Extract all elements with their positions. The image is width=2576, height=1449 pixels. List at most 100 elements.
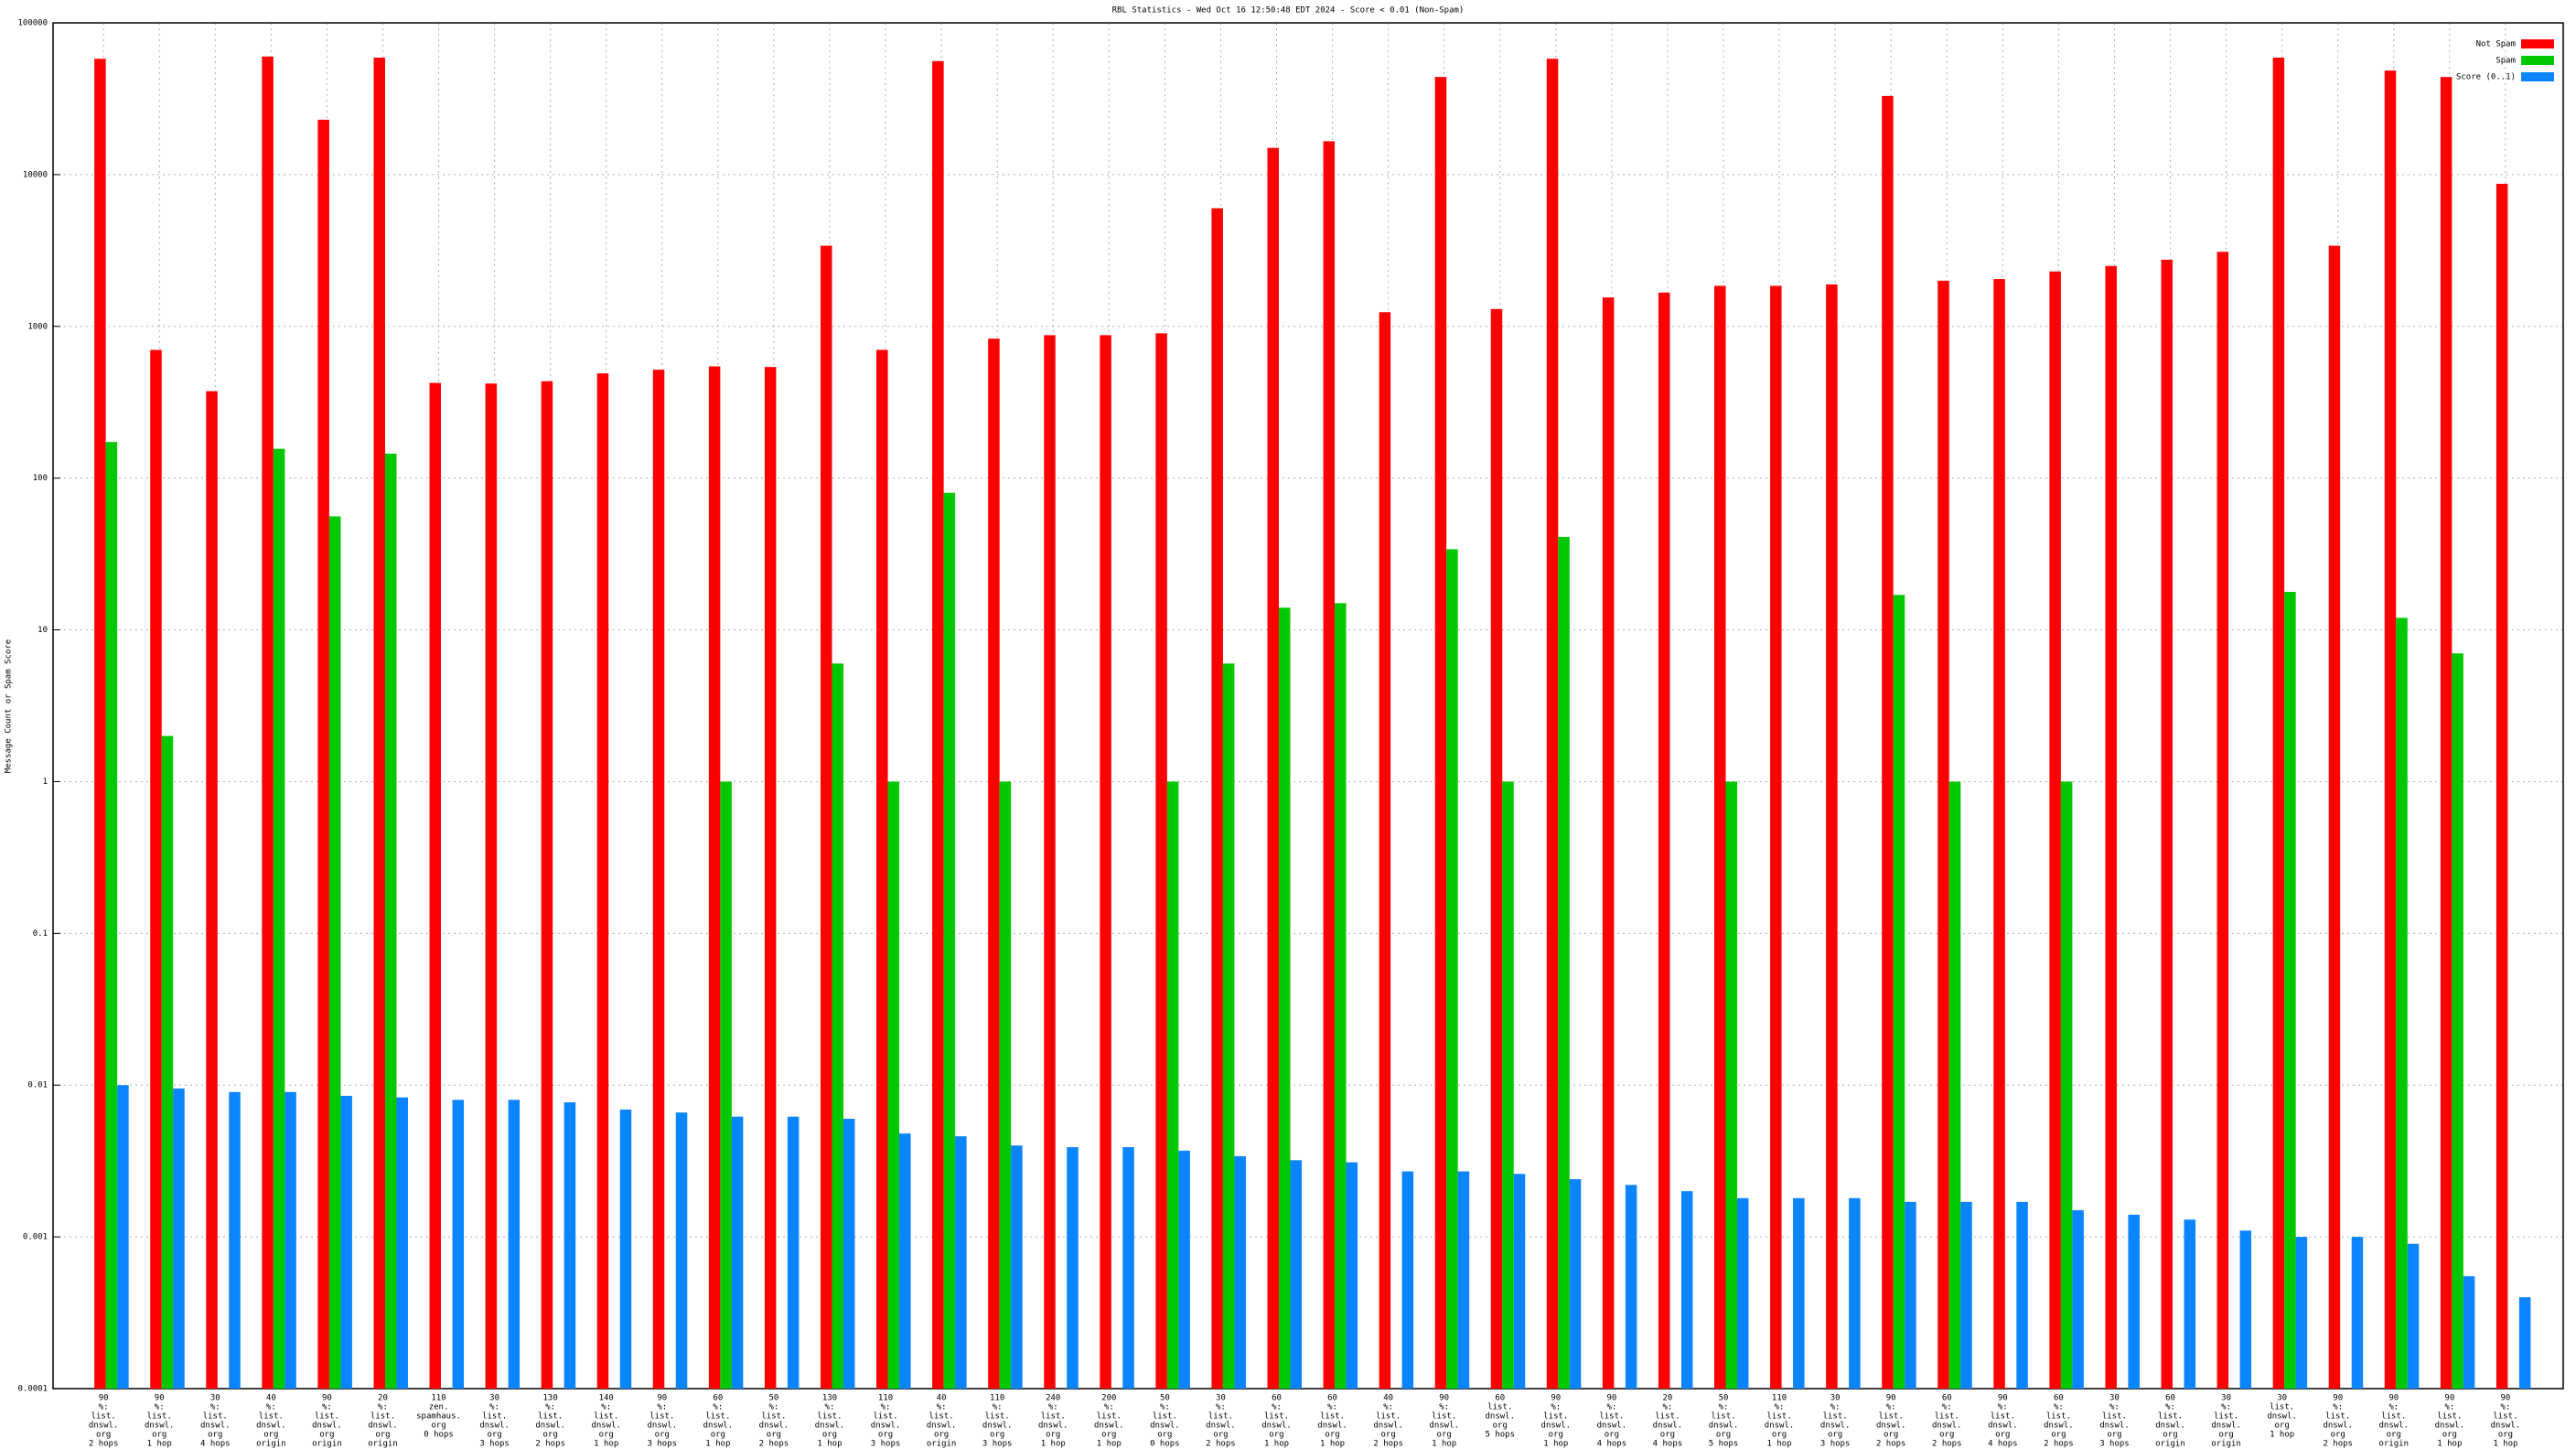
x-tick-label: list.: [1935, 1412, 1959, 1422]
bar: [1513, 1174, 1526, 1389]
x-tick-label: list.: [929, 1412, 954, 1422]
x-tick-label: 1 hop: [1097, 1440, 1122, 1449]
x-tick-label: origin: [2155, 1440, 2185, 1449]
x-tick-label: %:: [545, 1403, 555, 1412]
x-tick-label: list.: [873, 1412, 897, 1422]
x-tick-label: org: [319, 1431, 334, 1440]
x-tick-label: org: [2275, 1422, 2290, 1431]
x-tick-label: org: [1828, 1431, 1842, 1440]
x-tick-label: %:: [1327, 1403, 1337, 1412]
x-tick-label: dnswl.: [89, 1422, 119, 1431]
x-tick-label: dnswl.: [815, 1422, 845, 1431]
x-tick-label: dnswl.: [1876, 1422, 1906, 1431]
x-tick-label: 130: [543, 1394, 558, 1403]
x-tick-label: org: [96, 1431, 111, 1440]
x-tick-label: list.: [2437, 1412, 2462, 1422]
bar: [2216, 252, 2229, 1389]
bar: [955, 1136, 967, 1389]
bar: [1323, 141, 1336, 1390]
bar: [1122, 1147, 1134, 1389]
x-tick-label: 30: [489, 1394, 499, 1403]
x-tick-label: %:: [1383, 1403, 1393, 1412]
x-tick-label: dnswl.: [1317, 1422, 1347, 1431]
bar: [1960, 1201, 1972, 1389]
x-tick-label: list.: [1097, 1412, 1122, 1422]
y-tick-label: 10: [38, 626, 48, 635]
x-tick-label: dnswl.: [1932, 1422, 1962, 1431]
x-tick-label: 1 hop: [1264, 1440, 1289, 1449]
x-tick-label: 1 hop: [2270, 1431, 2294, 1440]
bar: [1290, 1160, 1302, 1389]
x-tick-label: 3 hops: [871, 1440, 901, 1449]
bar: [1737, 1197, 1749, 1389]
bar: [731, 1116, 744, 1389]
x-tick-label: 30: [2221, 1394, 2231, 1403]
bar: [1211, 208, 1223, 1389]
x-tick-label: org: [655, 1431, 670, 1440]
bar: [1546, 59, 1559, 1390]
x-tick-label: dnswl.: [1653, 1422, 1683, 1431]
x-tick-label: list.: [1823, 1412, 1848, 1422]
bar: [564, 1102, 576, 1389]
x-tick-label: dnswl.: [1373, 1422, 1403, 1431]
x-tick-label: org: [543, 1431, 558, 1440]
x-tick-label: %:: [1551, 1403, 1561, 1412]
bar: [1625, 1185, 1637, 1389]
bar: [1658, 292, 1670, 1390]
x-tick-label: %:: [1886, 1403, 1896, 1412]
x-tick-label: dnswl.: [1150, 1422, 1180, 1431]
x-tick-label: 2 hops: [89, 1440, 119, 1449]
x-tick-label: list.: [315, 1412, 339, 1422]
x-tick-label: org: [1325, 1431, 1339, 1440]
x-tick-label: 90: [1606, 1394, 1616, 1403]
bar: [396, 1097, 408, 1389]
x-tick-label: 50: [1160, 1394, 1170, 1403]
x-tick-label: 60: [1495, 1394, 1505, 1403]
x-tick-label: list.: [1879, 1412, 1904, 1422]
x-tick-label: %:: [1048, 1403, 1058, 1412]
bar: [1905, 1201, 1916, 1389]
x-tick-label: dnswl.: [1765, 1422, 1795, 1431]
bar: [340, 1095, 352, 1389]
y-tick-label: 0.01: [27, 1081, 48, 1090]
x-tick-label: list.: [482, 1412, 507, 1422]
x-tick-label: list.: [1767, 1412, 1792, 1422]
bar: [764, 367, 777, 1390]
bar: [2452, 653, 2463, 1389]
x-tick-label: origin: [312, 1440, 342, 1449]
x-tick-label: org: [1157, 1431, 1172, 1440]
x-tick-label: 30: [2277, 1394, 2287, 1403]
bar: [317, 119, 329, 1389]
bar: [373, 58, 385, 1390]
x-tick-label: 5 hops: [1485, 1431, 1515, 1440]
x-tick-label: 1 hop: [817, 1440, 842, 1449]
x-tick-label: org: [767, 1431, 781, 1440]
x-tick-label: dnswl.: [145, 1422, 175, 1431]
bar: [887, 781, 900, 1389]
x-tick-label: 90: [1998, 1394, 2008, 1403]
x-tick-label: dnswl.: [1709, 1422, 1739, 1431]
x-tick-label: 1 hop: [147, 1440, 172, 1449]
bar: [452, 1100, 465, 1389]
bar: [1100, 335, 1111, 1390]
x-tick-label: 110: [1772, 1394, 1787, 1403]
x-tick-label: list.: [370, 1412, 395, 1422]
bar: [2295, 1237, 2308, 1389]
x-tick-label: list.: [985, 1412, 1010, 1422]
x-tick-label: %:: [1942, 1403, 1952, 1412]
x-tick-label: dnswl.: [1206, 1422, 1236, 1431]
legend-swatch: [2521, 72, 2554, 81]
bar: [2161, 259, 2174, 1390]
x-tick-label: list.: [705, 1412, 730, 1422]
x-tick-label: list.: [2325, 1412, 2350, 1422]
x-tick-label: 1 hop: [1543, 1440, 1568, 1449]
x-tick-label: dnswl.: [1597, 1422, 1627, 1431]
x-tick-label: dnswl.: [871, 1422, 901, 1431]
bar: [596, 373, 609, 1390]
x-tick-label: list.: [2381, 1412, 2406, 1422]
x-tick-label: dnswl.: [2491, 1422, 2521, 1431]
x-tick-label: 20: [1663, 1394, 1673, 1403]
x-tick-label: %:: [489, 1403, 499, 1412]
x-tick-label: org: [711, 1431, 725, 1440]
x-tick-label: org: [1380, 1431, 1395, 1440]
